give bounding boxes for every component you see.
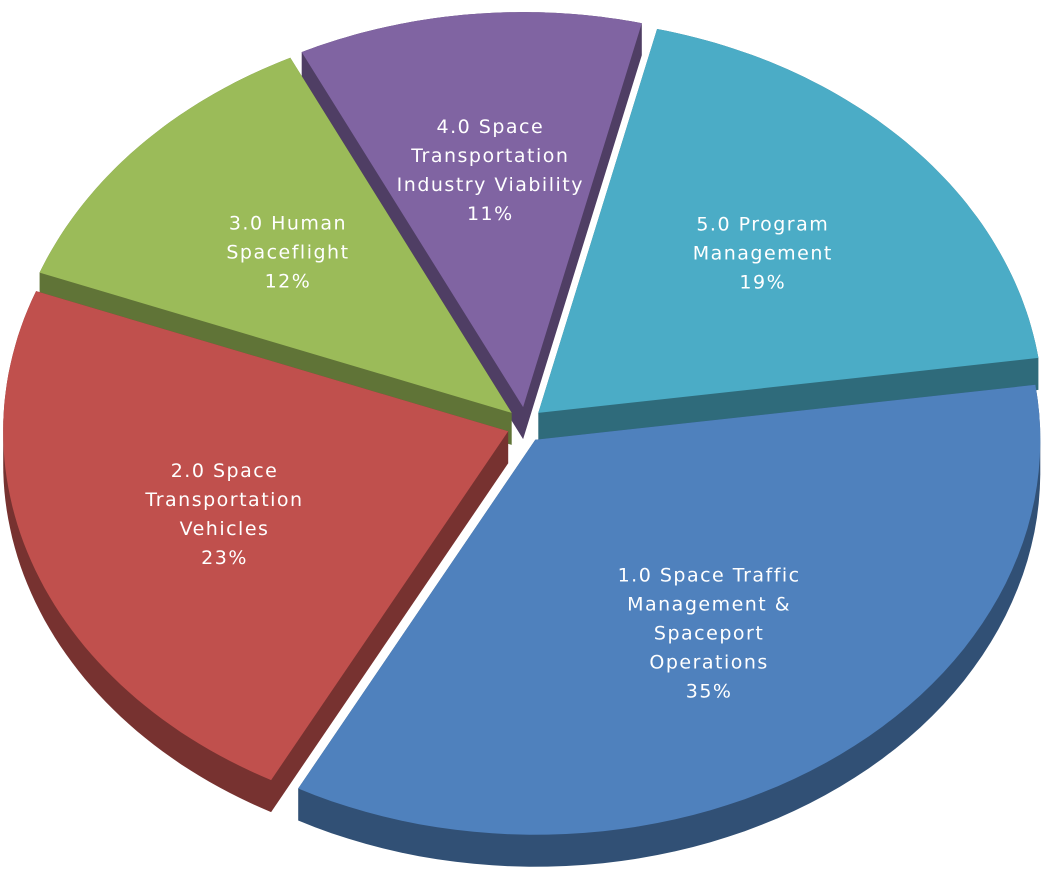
- slice-label: 2.0 Space Transportation Vehicles 23%: [110, 457, 340, 573]
- value-label: 19%: [739, 271, 787, 294]
- slice-label: 4.0 Space Transportation Industry Viabil…: [390, 113, 590, 229]
- category-label: 2.0 Space Transportation Vehicles: [145, 459, 304, 540]
- slice: [301, 12, 642, 408]
- slice: [538, 29, 1039, 413]
- slice-label: 1.0 Space Traffic Management & Spaceport…: [594, 561, 824, 706]
- category-label: 3.0 Human Spaceflight: [226, 212, 350, 264]
- slice: [3, 291, 509, 781]
- value-label: 11%: [466, 203, 514, 226]
- category-label: 1.0 Space Traffic Management & Spaceport…: [617, 564, 801, 674]
- value-label: 23%: [201, 546, 248, 569]
- slice: [298, 384, 1041, 835]
- slice-label: 3.0 Human Spaceflight 12%: [188, 210, 388, 297]
- slice: [39, 57, 512, 413]
- category-label: 4.0 Space Transportation Industry Viabil…: [396, 116, 584, 197]
- slice-label: 5.0 Program Management 19%: [648, 210, 878, 297]
- value-label: 35%: [685, 680, 733, 703]
- value-label: 12%: [264, 270, 312, 293]
- category-label: 5.0 Program Management: [692, 213, 833, 265]
